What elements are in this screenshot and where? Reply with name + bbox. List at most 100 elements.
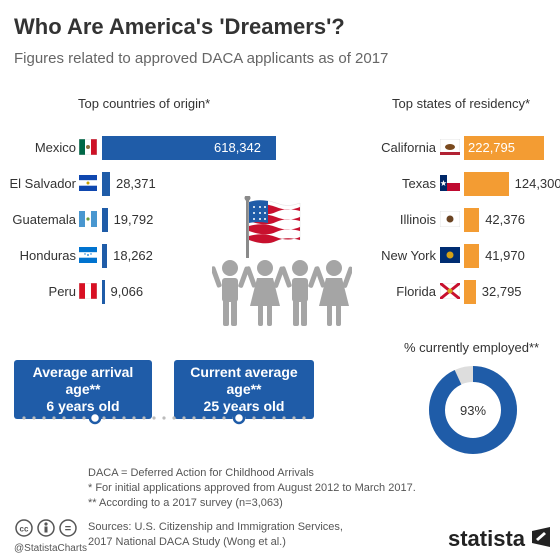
footnote-star: * For initial applications approved from… [88,482,416,494]
current-age-value: 25 years old [203,398,285,414]
timeline-dot [72,416,76,420]
timeline-dot [132,416,136,420]
footnote-daca: DACA = Deferred Action for Childhood Arr… [88,467,314,479]
svg-text:cc: cc [20,525,29,534]
timeline-dot [112,416,116,420]
country-value-el-salvador: 28,371 [115,176,156,191]
guatemala-flag-icon [79,211,97,227]
country-label-honduras: Honduras [19,248,76,263]
chart-title: Who Are America's 'Dreamers'? [14,14,345,39]
sources-line-1: Sources: U.S. Citizenship and Immigratio… [88,521,343,533]
age-timeline [22,400,306,425]
chart-subtitle: Figures related to approved DACA applica… [14,50,389,67]
illinois-flag-icon [440,211,460,227]
country-label-el-salvador: El Salvador [9,176,76,191]
texas-flag-icon [440,175,460,191]
arrival-age-callout: Average arrival age** 6 years old [14,360,152,419]
state-label-california: California [381,140,436,155]
country-value-peru: 9,066 [110,284,144,299]
country-bar-mexico [102,136,276,160]
timeline-dot [192,416,196,420]
country-value-guatemala: 19,792 [113,212,154,227]
state-label-texas: Texas [402,176,436,191]
honduras-flag-icon [79,247,97,263]
timeline-dot [212,416,216,420]
timeline-dot [102,416,106,420]
footnotes: DACA = Deferred Action for Childhood Arr… [88,466,416,511]
states-chart: California Texas Illinois New York Flori… [340,132,560,312]
state-bar-new-york [464,244,480,268]
timeline-dot [32,416,36,420]
state-bar-california [464,136,544,160]
current-age-label: Current average age** [190,364,298,397]
twitter-handle: @StatistaCharts [14,543,87,554]
timeline-dot [52,416,56,420]
state-label-illinois: Illinois [399,212,436,227]
children-icon [212,260,352,326]
states-chart-title: Top states of residency* [392,96,531,111]
current-age-callout: Current average age** 25 years old [174,360,314,419]
timeline-dot [222,416,226,420]
state-value-california: 222,795 [468,140,515,155]
arrival-age-value: 6 years old [46,398,120,414]
timeline-dot [22,416,26,420]
new-york-flag-icon [440,247,460,263]
state-label-new-york: New York [381,248,436,263]
timeline-dot [162,416,166,420]
footnote-double-star: ** According to a 2017 survey (n=3,063) [88,497,283,509]
timeline-dot [292,416,296,420]
timeline-dot [142,416,146,420]
country-label-mexico: Mexico [34,140,76,155]
timeline-dot [82,416,86,420]
timeline-dot [272,416,276,420]
timeline-dot [182,416,186,420]
arrival-age-marker [88,411,102,425]
sources: Sources: U.S. Citizenship and Immigratio… [88,520,343,550]
timeline-dot [62,416,66,420]
el-salvador-flag-icon [79,175,97,191]
state-value-florida: 32,795 [481,284,522,299]
timeline-dot [282,416,286,420]
country-value-mexico: 618,342 [214,140,261,155]
state-label-florida: Florida [396,284,436,299]
state-value-illinois: 42,376 [485,212,525,227]
state-bar-florida [464,280,476,304]
statista-logo-icon [532,527,550,547]
florida-flag-icon [440,283,460,299]
country-label-peru: Peru [48,284,76,299]
timeline-dot [42,416,46,420]
state-value-new-york: 41,970 [485,248,525,263]
timeline-dot [152,416,156,420]
mexico-flag-icon [79,139,97,155]
current-age-marker [232,411,246,425]
countries-chart: Mexico El Salvador Guatemala Honduras Pe… [0,132,300,312]
timeline-dot [172,416,176,420]
california-flag-icon [440,139,460,155]
country-value-honduras: 18,262 [113,248,153,263]
us-flag-icon [244,196,301,258]
svg-text:=: = [65,523,71,535]
sources-line-2: 2017 National DACA Study (Wong et al.) [88,536,286,548]
country-label-guatemala: Guatemala [12,212,76,227]
country-bar-el-salvador [102,172,110,196]
country-bar-peru [102,280,105,304]
arrival-age-label: Average arrival age** [32,364,134,397]
country-bar-honduras [102,244,108,268]
timeline-dot [122,416,126,420]
employment-value: 93% [460,403,486,418]
statista-wordmark: statista [448,526,526,551]
employment-donut-slice [429,366,517,454]
timeline-dot [262,416,266,420]
timeline-dot [302,416,306,420]
state-bar-illinois [464,208,480,232]
cc-license-icon: cc = [15,519,77,537]
peru-flag-icon [79,283,97,299]
employment-donut: 93% [429,366,517,454]
state-value-texas: 124,300 [514,176,560,191]
timeline-dot [202,416,206,420]
countries-chart-title: Top countries of origin* [78,96,211,111]
employment-title: % currently employed** [404,340,540,355]
state-bar-texas [464,172,509,196]
timeline-dot [252,416,256,420]
country-bar-guatemala [102,208,108,232]
